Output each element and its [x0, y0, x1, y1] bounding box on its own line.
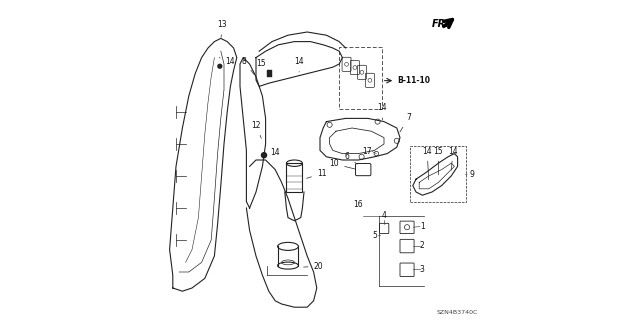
- Circle shape: [218, 64, 222, 68]
- Text: SZN4B3740C: SZN4B3740C: [437, 310, 479, 315]
- Text: B-11-10: B-11-10: [397, 76, 430, 85]
- Bar: [268, 70, 272, 77]
- Text: FR.: FR.: [432, 19, 450, 29]
- Text: 12: 12: [252, 121, 261, 138]
- Text: 9: 9: [466, 170, 475, 179]
- Text: 10: 10: [330, 159, 355, 169]
- Text: 11: 11: [307, 169, 326, 178]
- Text: 5: 5: [372, 231, 377, 240]
- Text: 8: 8: [242, 57, 254, 75]
- Text: 17: 17: [362, 147, 372, 156]
- Circle shape: [262, 153, 267, 158]
- Text: 15: 15: [256, 59, 270, 72]
- Text: 14: 14: [422, 147, 432, 180]
- Text: 1: 1: [420, 222, 424, 231]
- Text: 14: 14: [219, 57, 236, 66]
- Text: 14: 14: [294, 57, 304, 72]
- Text: 4: 4: [381, 211, 387, 220]
- Text: 3: 3: [420, 265, 425, 274]
- Bar: [287, 163, 302, 192]
- Text: 2: 2: [420, 241, 424, 250]
- Text: 15: 15: [433, 147, 444, 175]
- Text: 14: 14: [378, 103, 387, 120]
- Text: 14: 14: [448, 147, 458, 170]
- Text: 13: 13: [218, 20, 227, 37]
- Text: 20: 20: [303, 262, 323, 271]
- Text: 6: 6: [345, 152, 357, 164]
- Text: 16: 16: [353, 200, 362, 209]
- Text: 7: 7: [400, 113, 412, 132]
- Text: 14: 14: [264, 148, 280, 157]
